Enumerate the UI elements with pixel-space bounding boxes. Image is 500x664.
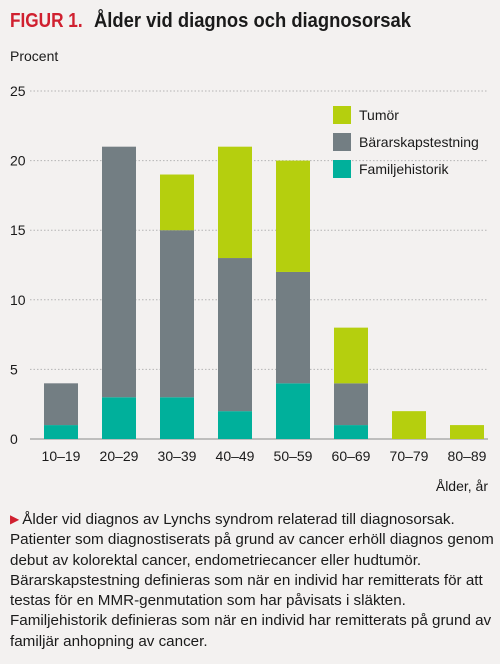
y-tick-label: 5 bbox=[10, 361, 18, 377]
bars bbox=[44, 146, 484, 439]
bar-segment bbox=[160, 230, 194, 398]
x-tick-label: 10–19 bbox=[42, 448, 81, 464]
bar-segment bbox=[276, 160, 310, 272]
y-tick-labels: 0 5 10 15 20 25 bbox=[10, 83, 26, 447]
bar-segment bbox=[160, 174, 194, 231]
bar-segment bbox=[102, 146, 136, 398]
caption-arrow-icon: ▶ bbox=[10, 512, 20, 526]
bar-segment bbox=[218, 146, 252, 259]
legend-swatch bbox=[333, 106, 351, 124]
bar-segment bbox=[44, 425, 78, 439]
x-tick-label: 80–89 bbox=[448, 448, 487, 464]
figure-caption: ▶ Ålder vid diagnos av Lynchs syndrom rel… bbox=[10, 510, 494, 652]
bar-segment bbox=[334, 383, 368, 426]
bar-segment bbox=[102, 397, 136, 439]
x-tick-label: 60–69 bbox=[332, 448, 371, 464]
caption-text: Ålder vid diagnos av Lynchs syndrom rela… bbox=[10, 511, 494, 650]
figure-title: FIGUR 1. Ålder vid diagnos och diagnosor… bbox=[10, 8, 439, 34]
x-tick-label: 30–39 bbox=[158, 448, 197, 464]
bar-segment bbox=[450, 425, 484, 439]
figure-title-text: Ålder vid diagnos och diagnosorsak bbox=[94, 10, 411, 32]
bar-segment bbox=[276, 383, 310, 439]
y-tick-label: 20 bbox=[10, 153, 26, 169]
bar-segment bbox=[218, 258, 252, 412]
y-tick-label: 25 bbox=[10, 83, 26, 99]
legend: Tumör Bärarskapstestning Familjehistorik bbox=[333, 106, 479, 178]
legend-swatch bbox=[333, 133, 351, 151]
bar-segment bbox=[160, 397, 194, 439]
legend-label: Bärarskapstestning bbox=[359, 134, 479, 150]
y-axis-label: Procent bbox=[10, 48, 58, 64]
bar-segment bbox=[392, 411, 426, 439]
y-tick-label: 0 bbox=[10, 431, 18, 447]
x-tick-label: 40–49 bbox=[216, 448, 255, 464]
bar-segment bbox=[218, 411, 252, 439]
x-tick-label: 50–59 bbox=[274, 448, 313, 464]
legend-label: Familjehistorik bbox=[359, 161, 449, 177]
x-tick-label: 20–29 bbox=[100, 448, 139, 464]
figure-label: FIGUR 1. bbox=[10, 10, 83, 32]
x-tick-label: 70–79 bbox=[390, 448, 429, 464]
bar-segment bbox=[334, 425, 368, 439]
bar-segment bbox=[334, 327, 368, 384]
bar-segment bbox=[276, 271, 310, 384]
stacked-bar-chart: Procent 0 5 10 15 20 25 10–19 20–29 30–39 40–49 5… bbox=[10, 48, 488, 494]
x-axis-label: Ålder, år bbox=[436, 478, 488, 494]
x-tick-labels: 10–19 20–29 30–39 40–49 50–59 60–69 70–79 80–89 bbox=[42, 448, 487, 464]
bar-segment bbox=[44, 383, 78, 426]
legend-swatch bbox=[333, 160, 351, 178]
legend-label: Tumör bbox=[359, 107, 399, 123]
y-tick-label: 15 bbox=[10, 222, 26, 238]
y-tick-label: 10 bbox=[10, 292, 26, 308]
